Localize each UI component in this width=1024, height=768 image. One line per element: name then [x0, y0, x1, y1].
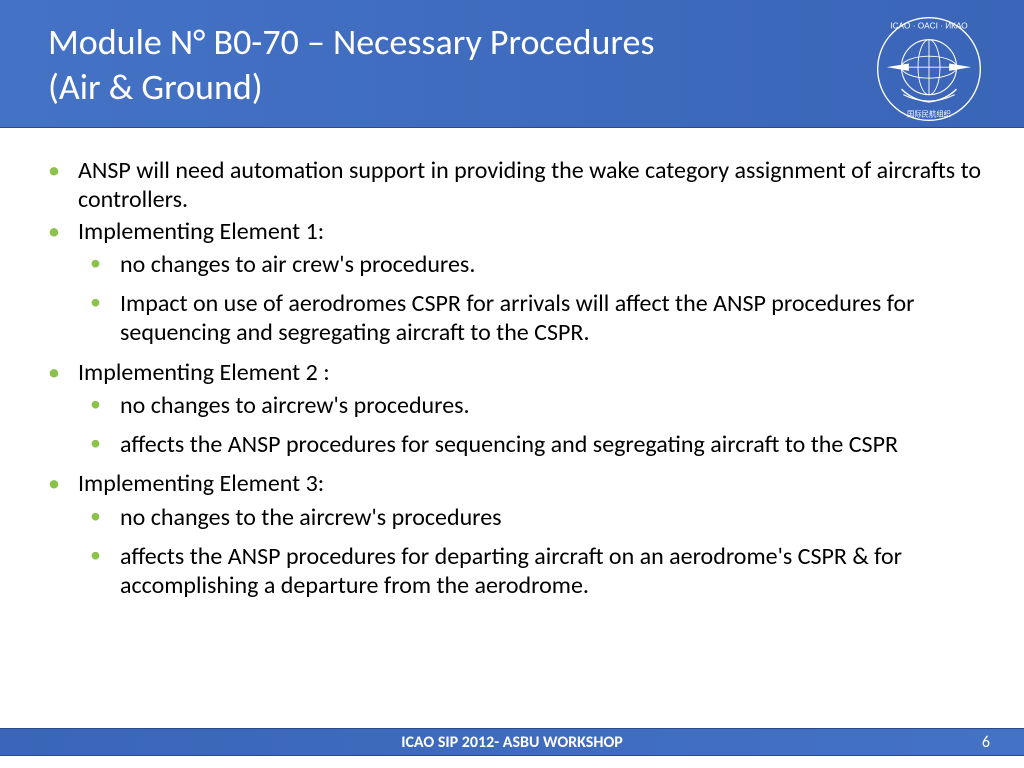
list-item: no changes to air crew's procedures.: [78, 250, 984, 279]
bullet-text: Implementing Element 3:: [78, 469, 324, 498]
icao-logo-icon: ICAO · OACI · ИКАО 国际民航组织: [874, 14, 984, 124]
title-line-2: (Air & Ground): [48, 65, 263, 109]
bullet-text: Implementing Element 2 :: [78, 358, 330, 387]
list-item: no changes to aircrew's procedures.: [78, 391, 984, 420]
list-item: affects the ANSP procedures for departin…: [78, 542, 984, 601]
sub-list: no changes to aircrew's procedures. affe…: [78, 391, 984, 460]
sub-list: no changes to air crew's procedures. Imp…: [78, 250, 984, 348]
bullet-text: Implementing Element 1:: [78, 217, 324, 246]
list-item: Implementing Element 2 : no changes to a…: [40, 358, 984, 460]
bullet-text: no changes to air crew's procedures.: [120, 250, 475, 279]
footer-text: ICAO SIP 2012- ASBU WORKSHOP: [0, 733, 1024, 752]
svg-text:国际民航组织: 国际民航组织: [907, 110, 951, 119]
slide-footer: ICAO SIP 2012- ASBU WORKSHOP 6: [0, 728, 1024, 756]
list-item: no changes to the aircrew's procedures: [78, 503, 984, 532]
list-item: Implementing Element 3: no changes to th…: [40, 469, 984, 600]
bullet-text: Impact on use of aerodromes CSPR for arr…: [120, 289, 915, 347]
page-number: 6: [982, 733, 990, 752]
slide-content: ANSP will need automation support in pro…: [0, 128, 1024, 600]
svg-text:ICAO · OACI · ИКАО: ICAO · OACI · ИКАО: [890, 22, 968, 31]
bullet-text: affects the ANSP procedures for departin…: [120, 542, 902, 600]
list-item: Implementing Element 1: no changes to ai…: [40, 217, 984, 348]
bullet-text: ANSP will need automation support in pro…: [78, 156, 981, 214]
bullet-text: no changes to the aircrew's procedures: [120, 503, 502, 532]
list-item: affects the ANSP procedures for sequenci…: [78, 430, 984, 459]
bullet-text: no changes to aircrew's procedures.: [120, 391, 470, 420]
slide-header: Module N° B0-70 – Necessary Procedures (…: [0, 0, 1024, 128]
title-line-1: Module N° B0-70 – Necessary Procedures: [48, 20, 654, 64]
list-item: Impact on use of aerodromes CSPR for arr…: [78, 289, 984, 348]
sub-list: no changes to the aircrew's procedures a…: [78, 503, 984, 601]
bullet-list: ANSP will need automation support in pro…: [40, 156, 984, 600]
list-item: ANSP will need automation support in pro…: [40, 156, 984, 215]
slide-title: Module N° B0-70 – Necessary Procedures (…: [48, 20, 654, 110]
bullet-text: affects the ANSP procedures for sequenci…: [120, 430, 898, 459]
